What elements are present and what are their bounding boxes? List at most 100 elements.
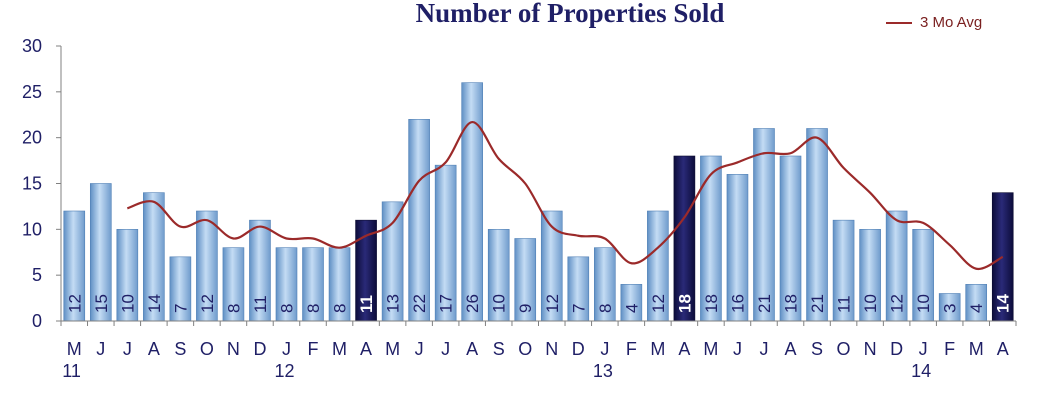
x-year-label: 11 — [62, 361, 81, 381]
bar-value-label: 12 — [65, 294, 84, 313]
bar-value-label: 11 — [251, 295, 270, 313]
x-tick-label: F — [308, 339, 319, 359]
bar — [753, 128, 775, 322]
bar-value-label: 8 — [331, 304, 350, 313]
x-tick-label: S — [493, 339, 505, 359]
x-tick-label: M — [650, 339, 665, 359]
x-tick-label: J — [919, 339, 928, 359]
bar-value-label: 8 — [277, 304, 296, 313]
x-year-label: 13 — [593, 361, 613, 381]
bar — [965, 284, 988, 322]
x-tick-label: A — [997, 339, 1009, 359]
bar-value-label: 4 — [967, 304, 986, 313]
x-tick-label: O — [200, 339, 214, 359]
x-tick-label: J — [123, 339, 132, 359]
x-tick-label: J — [282, 339, 291, 359]
bar-value-label: 21 — [808, 294, 827, 313]
bar-value-label: 22 — [410, 294, 429, 313]
bar-value-label: 21 — [755, 294, 774, 313]
bar-value-label: 10 — [118, 294, 137, 313]
bar-value-label: 9 — [516, 304, 535, 313]
bar-value-label: 3 — [941, 304, 960, 313]
x-tick-label: M — [332, 339, 347, 359]
x-tick-label: J — [600, 339, 609, 359]
bar-value-label: 11 — [835, 295, 854, 313]
x-tick-label: O — [518, 339, 532, 359]
x-tick-label: F — [944, 339, 955, 359]
bar-value-label: 10 — [861, 294, 880, 313]
bar — [408, 119, 430, 322]
avg-line — [126, 120, 1004, 270]
x-tick-label: J — [415, 339, 424, 359]
x-tick-label: A — [678, 339, 690, 359]
x-tick-label: D — [572, 339, 585, 359]
x-tick-label: M — [703, 339, 718, 359]
bar-value-label: 18 — [702, 294, 721, 313]
bars-group — [63, 82, 1014, 322]
legend-label: 3 Mo Avg — [920, 14, 983, 31]
x-year-label: 14 — [911, 361, 931, 381]
bar-value-label: 8 — [304, 304, 323, 313]
bar — [806, 128, 828, 322]
y-ticks-group: 0 5 10 15 20 25 30 — [22, 36, 61, 331]
bar — [620, 284, 643, 322]
x-tick-label: N — [864, 339, 877, 359]
bar-value-label: 7 — [171, 304, 190, 313]
x-tick-label: J — [96, 339, 105, 359]
y-tick-label: 15 — [22, 174, 42, 194]
x-tick-label: D — [253, 339, 266, 359]
x-tick-label: A — [360, 339, 372, 359]
x-tick-label: S — [174, 339, 186, 359]
bar-value-label: 12 — [543, 294, 562, 313]
bar-value-label: 8 — [596, 304, 615, 313]
bar-value-label: 4 — [622, 304, 641, 313]
y-tick-label: 10 — [22, 219, 42, 239]
bar-value-label: 15 — [92, 294, 111, 313]
bar — [461, 82, 483, 322]
x-tick-label: M — [67, 339, 82, 359]
bar-value-label: 13 — [384, 294, 403, 313]
x-year-label: 12 — [274, 361, 294, 381]
x-tick-label: A — [466, 339, 478, 359]
x-tick-label: O — [837, 339, 851, 359]
y-tick-label: 5 — [32, 265, 42, 285]
x-tick-label: D — [890, 339, 903, 359]
bar-value-label: 12 — [888, 294, 907, 313]
bar-value-label: 10 — [490, 294, 509, 313]
x-tick-label: A — [785, 339, 797, 359]
bar-value-label: 12 — [649, 294, 668, 313]
bar-value-label: 16 — [728, 294, 747, 313]
y-tick-label: 0 — [32, 311, 42, 331]
bar-value-label: 11 — [357, 295, 376, 313]
bar-labels-group: 12 15 10 14 7 12 8 11 8 8 8 11 13 22 17 26 10 9 12 7 8 4 12 18 1… — [65, 294, 1012, 313]
bar-value-label: 10 — [914, 294, 933, 313]
bar-value-label: 18 — [782, 294, 801, 313]
avg-line-group — [126, 120, 1004, 270]
x-tick-label: N — [545, 339, 558, 359]
x-tick-label: A — [148, 339, 160, 359]
y-tick-label: 30 — [22, 36, 42, 56]
bar-value-label: 8 — [224, 304, 243, 313]
y-tick-label: 20 — [22, 128, 42, 148]
bar-value-label: 17 — [437, 294, 456, 313]
legend: 3 Mo Avg — [886, 14, 982, 31]
x-tick-label: J — [441, 339, 450, 359]
chart-title: Number of Properties Sold — [415, 0, 725, 28]
bar-value-label: 14 — [145, 294, 164, 313]
x-tick-label: J — [733, 339, 742, 359]
x-tick-label: S — [811, 339, 823, 359]
bar-value-label: 7 — [569, 304, 588, 313]
x-tick-label: J — [759, 339, 768, 359]
x-tick-label: F — [626, 339, 637, 359]
bar-value-label: 12 — [198, 294, 217, 313]
x-tick-label: N — [227, 339, 240, 359]
bar-value-label: 14 — [994, 294, 1013, 313]
x-tick-label: M — [969, 339, 984, 359]
x-ticks-group: M J J A S O N D J F M A M J J A S O N D J F M A M J J A S O N D J F M A11 12… — [60, 321, 1017, 381]
x-tick-label: M — [385, 339, 400, 359]
legend-line-swatch — [886, 21, 912, 24]
y-tick-label: 25 — [22, 82, 42, 102]
bar-value-label: 26 — [463, 294, 482, 313]
bar-value-label: 18 — [675, 294, 694, 313]
